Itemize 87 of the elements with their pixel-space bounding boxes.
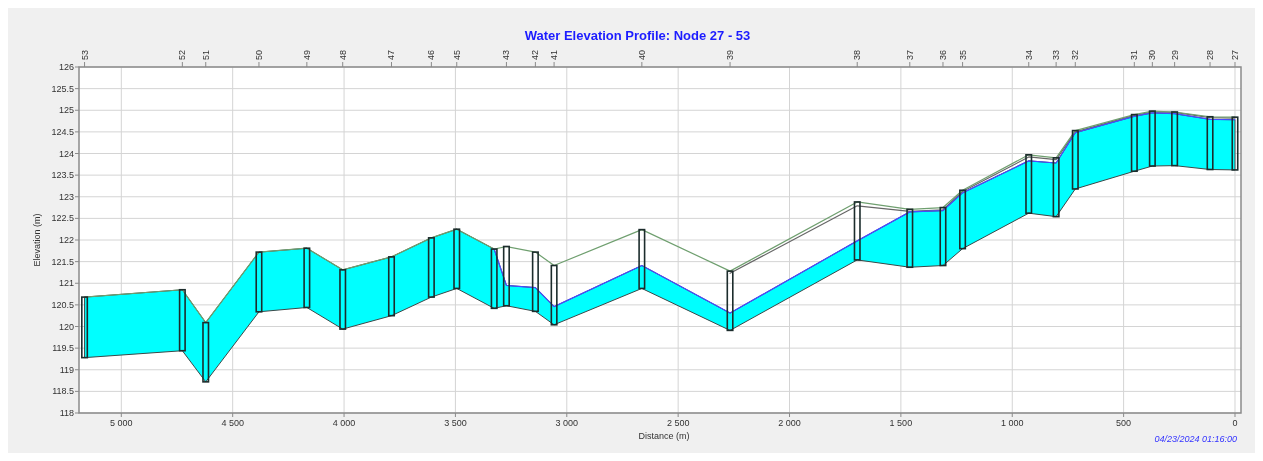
bar bbox=[427, 237, 435, 298]
bar bbox=[531, 251, 539, 313]
bar bbox=[178, 288, 186, 352]
text: 46 bbox=[426, 49, 437, 60]
y-tick-label: 123 bbox=[58, 191, 74, 202]
x-tick-label: 5 000 bbox=[110, 418, 133, 429]
line-series bbox=[729, 111, 1236, 274]
y-tick-label: 124.5 bbox=[51, 126, 74, 137]
y-tick-label: 120 bbox=[58, 321, 74, 332]
bar bbox=[853, 201, 861, 261]
y-axis-title: Elevation (m) bbox=[32, 213, 42, 267]
text: 28 bbox=[1205, 49, 1216, 60]
x-tick-label: 0 bbox=[1232, 418, 1238, 429]
y-tick-label: 123.5 bbox=[51, 170, 74, 181]
text: 32 bbox=[1070, 49, 1081, 60]
text: 30 bbox=[1147, 49, 1158, 60]
text: 27 bbox=[1229, 49, 1240, 60]
bar bbox=[1231, 116, 1239, 171]
text: 29 bbox=[1169, 49, 1180, 60]
y-tick-label: 121.5 bbox=[51, 256, 74, 267]
bar bbox=[339, 269, 347, 330]
x-tick-label: 1 000 bbox=[1000, 418, 1024, 429]
y-tick-label: 121 bbox=[58, 278, 74, 289]
text: 49 bbox=[301, 49, 312, 60]
text: 04/23/2024 01:16:00 bbox=[1154, 434, 1237, 444]
text: 48 bbox=[337, 49, 348, 60]
bar bbox=[81, 296, 89, 359]
bar bbox=[255, 251, 263, 313]
text: 41 bbox=[549, 49, 560, 60]
bar bbox=[202, 321, 210, 383]
text: 37 bbox=[904, 49, 915, 60]
text: 33 bbox=[1051, 49, 1062, 60]
x-tick-label: 3 500 bbox=[444, 418, 467, 429]
bar bbox=[959, 189, 967, 250]
text: 35 bbox=[957, 49, 968, 60]
text: 39 bbox=[725, 49, 736, 60]
text: 47 bbox=[386, 49, 397, 60]
y-tick-label: 125.5 bbox=[51, 83, 74, 94]
text: 34 bbox=[1023, 49, 1034, 60]
bar bbox=[1171, 111, 1179, 167]
text: 51 bbox=[200, 49, 211, 60]
text: 31 bbox=[1129, 49, 1140, 60]
bar bbox=[906, 208, 914, 269]
y-tick-label: 126 bbox=[58, 62, 74, 72]
bar bbox=[490, 248, 498, 310]
text: 43 bbox=[501, 49, 512, 60]
x-tick-label: 2 500 bbox=[666, 418, 690, 429]
bar bbox=[502, 245, 510, 307]
bar bbox=[1206, 115, 1214, 171]
x-tick-label: 500 bbox=[1116, 418, 1132, 429]
chart-title: Water Elevation Profile: Node 27 - 53 bbox=[524, 27, 751, 43]
bar bbox=[1071, 129, 1079, 190]
x-tick-label: 4 500 bbox=[221, 418, 244, 429]
y-tick-label: 122 bbox=[58, 235, 74, 245]
bar bbox=[1148, 110, 1156, 167]
x-tick-label: 2 000 bbox=[778, 418, 801, 429]
text: 42 bbox=[530, 49, 541, 60]
bar bbox=[453, 228, 461, 290]
bar bbox=[726, 270, 734, 332]
x-axis-title: Distance (m) bbox=[638, 431, 690, 442]
text: 40 bbox=[636, 49, 647, 60]
y-tick-label: 124 bbox=[58, 148, 74, 159]
bar bbox=[1052, 157, 1060, 218]
text: 38 bbox=[852, 49, 863, 60]
x-tick-label: 1 500 bbox=[889, 418, 913, 429]
text: 53 bbox=[79, 49, 90, 60]
x-tick-label: 3 000 bbox=[555, 418, 579, 429]
y-tick-label: 120.5 bbox=[51, 299, 74, 310]
y-tick-label: 118 bbox=[59, 408, 74, 418]
bar bbox=[939, 206, 947, 267]
y-tick-label: 119.5 bbox=[52, 343, 74, 354]
y-tick-label: 125 bbox=[58, 105, 74, 116]
text: 50 bbox=[253, 49, 264, 60]
text: 45 bbox=[451, 49, 462, 60]
bar bbox=[387, 256, 396, 317]
text: 36 bbox=[937, 49, 948, 60]
y-tick-label: 122.5 bbox=[51, 213, 74, 224]
bar bbox=[1025, 154, 1033, 214]
y-tick-label: 118.5 bbox=[52, 386, 74, 397]
text: 52 bbox=[177, 49, 188, 60]
bar bbox=[638, 228, 646, 290]
y-tick-label: 119 bbox=[59, 364, 74, 375]
bar bbox=[303, 247, 311, 309]
bar bbox=[550, 264, 558, 326]
bar bbox=[1130, 113, 1138, 173]
line-series bbox=[493, 112, 1236, 314]
x-tick-label: 4 000 bbox=[332, 418, 356, 429]
